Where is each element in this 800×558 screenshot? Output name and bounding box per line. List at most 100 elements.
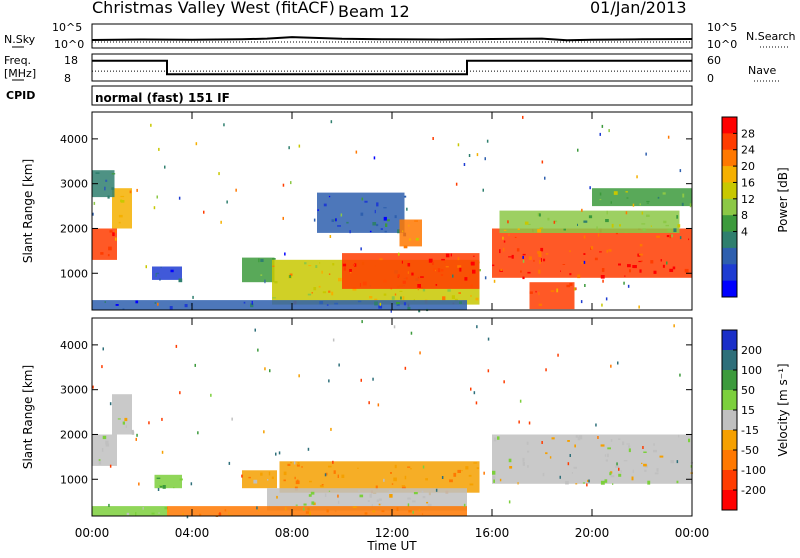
power-speckle xyxy=(503,247,505,252)
power-speckle xyxy=(402,296,405,300)
power-speckle xyxy=(657,196,660,199)
power-scatter-gate xyxy=(602,279,604,283)
velocity-speckle xyxy=(526,441,529,445)
power-scatter-gate xyxy=(457,143,460,147)
velocity-speckle xyxy=(631,476,634,481)
power-x-ticks xyxy=(91,112,693,310)
velocity-speckle xyxy=(623,460,628,462)
power-speckle xyxy=(399,290,403,292)
freq-tick-top: 18 xyxy=(64,54,78,67)
velocity-speckle xyxy=(604,454,606,457)
velocity-scatter-gate xyxy=(293,461,296,465)
power-speckle xyxy=(352,264,355,266)
velocity-scatter-gate xyxy=(194,363,196,367)
power-scatter-gate xyxy=(599,132,601,136)
velocity-scatter-gate xyxy=(476,325,478,329)
power-heatmap xyxy=(92,115,692,313)
power-speckle xyxy=(383,293,387,296)
power-speckle xyxy=(598,233,600,237)
velocity-scatter-gate xyxy=(136,433,138,437)
power-speckle xyxy=(384,230,387,233)
power-colorbar-swatch xyxy=(722,231,737,249)
power-scatter-gate xyxy=(522,115,524,119)
power-scatter-gate xyxy=(145,265,147,269)
power-scatter-gate xyxy=(226,200,228,204)
power-speckle xyxy=(473,255,475,257)
power-scatter-gate xyxy=(288,146,290,150)
power-speckle xyxy=(663,220,667,224)
velocity-scatter-gate xyxy=(545,368,547,372)
velocity-speckle xyxy=(573,466,577,469)
power-speckle xyxy=(313,287,317,291)
power-speckle xyxy=(104,186,106,191)
velocity-speckle xyxy=(287,463,291,466)
power-speckle xyxy=(556,288,559,293)
velocity-scatter-gate xyxy=(588,479,590,483)
power-speckle xyxy=(120,199,123,202)
velocity-speckle xyxy=(376,499,379,502)
velocity-scatter-gate xyxy=(303,507,305,511)
velocity-speckle xyxy=(426,501,429,504)
power-speckle xyxy=(394,293,397,296)
velocity-colorbar-swatch xyxy=(722,390,737,411)
velocity-scatter-gate xyxy=(586,483,588,487)
velocity-speckle xyxy=(461,470,463,472)
power-speckle xyxy=(319,262,321,264)
velocity-speckle xyxy=(125,425,127,428)
velocity-speckle xyxy=(606,453,609,458)
velocity-scatter-gate xyxy=(330,427,332,431)
power-speckle xyxy=(459,267,462,272)
velocity-scatter-gate xyxy=(519,399,522,403)
power-speckle xyxy=(599,251,602,253)
power-speckle xyxy=(522,253,526,256)
velocity-scatter-gate xyxy=(410,331,413,335)
velocity-speckle xyxy=(653,449,657,453)
power-region xyxy=(112,188,132,229)
power-scatter-gate xyxy=(157,302,159,306)
velocity-speckle xyxy=(309,511,311,516)
velocity-speckle xyxy=(610,439,613,442)
power-speckle xyxy=(160,266,162,268)
velocity-speckle xyxy=(248,476,251,479)
velocity-scatter-gate xyxy=(263,430,265,434)
velocity-speckle xyxy=(224,509,227,512)
velocity-scatter-gate xyxy=(441,476,444,479)
velocity-colorbar-swatch xyxy=(722,410,737,431)
power-speckle xyxy=(641,223,646,225)
power-scatter-gate xyxy=(522,255,524,259)
velocity-scatter-gate xyxy=(108,503,110,507)
power-scatter-gate xyxy=(553,220,556,224)
power-speckle xyxy=(689,203,692,208)
power-speckle xyxy=(250,303,254,308)
nsky-label: N.Sky xyxy=(4,33,36,46)
velocity-scatter-gate xyxy=(298,374,300,378)
nave-label: Nave xyxy=(748,64,776,77)
velocity-speckle xyxy=(253,479,258,484)
power-speckle xyxy=(646,200,650,203)
power-speckle xyxy=(618,263,621,266)
power-speckle xyxy=(378,305,383,309)
nave-tick-bottom: 0 xyxy=(707,72,714,85)
nsky-tick-top: 10^5 xyxy=(52,21,82,34)
power-speckle xyxy=(596,226,598,231)
power-speckle xyxy=(120,200,125,203)
power-speckle xyxy=(538,269,541,274)
velocity-speckle xyxy=(294,476,296,480)
velocity-speckle xyxy=(268,471,271,476)
power-speckle xyxy=(472,269,476,274)
power-speckle xyxy=(417,284,421,288)
power-speckle xyxy=(352,287,357,291)
power-scatter-gate xyxy=(400,296,402,300)
power-colorbar-swatch xyxy=(722,133,737,151)
velocity-scatter-gate xyxy=(228,461,231,465)
velocity-speckle xyxy=(162,485,166,489)
velocity-speckle xyxy=(468,474,472,477)
power-colorbar-tick-label: 20 xyxy=(741,160,755,173)
power-scatter-gate xyxy=(223,123,225,127)
power-speckle xyxy=(311,292,313,294)
velocity-colorbar-tick-label: 100 xyxy=(741,364,762,377)
power-scatter-gate xyxy=(329,235,332,238)
power-speckle xyxy=(343,267,346,271)
velocity-speckle xyxy=(493,479,495,483)
